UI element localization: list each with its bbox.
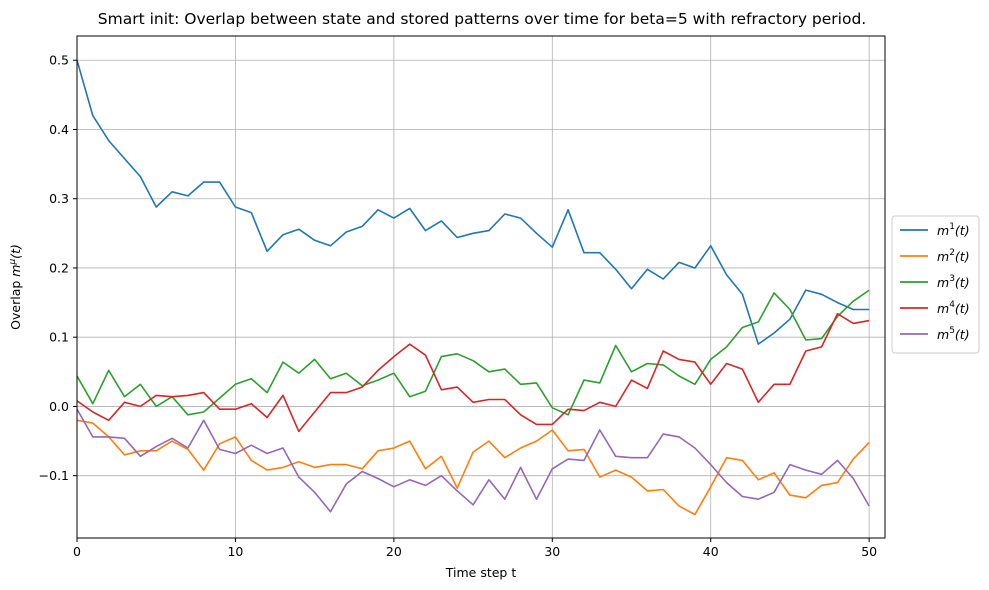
y-tick-label: 0.5 bbox=[49, 53, 69, 68]
y-tick-label: 0.1 bbox=[49, 330, 69, 345]
legend-entry-m2: m2(t) bbox=[937, 248, 970, 264]
legend-entry-m1: m1(t) bbox=[937, 222, 970, 238]
y-tick-label: 0.2 bbox=[49, 260, 69, 275]
series-line-m5 bbox=[76, 408, 870, 513]
grid bbox=[76, 36, 885, 538]
chart-title: Smart init: Overlap between state and st… bbox=[98, 10, 866, 28]
legend-entry-m5: m5(t) bbox=[937, 326, 970, 342]
legend-box bbox=[891, 215, 980, 354]
series-line-m1 bbox=[76, 59, 870, 345]
y-axis-label: Overlap mμ(t) bbox=[8, 244, 23, 330]
y-tick-label: −0.1 bbox=[39, 468, 69, 483]
legend-entry-m3: m3(t) bbox=[937, 274, 970, 290]
x-axis-label: Time step t bbox=[445, 565, 517, 580]
legend: m1(t) m2(t) m3(t) m4(t) m5(t) bbox=[891, 215, 980, 354]
axis-ticks: 0 10 20 30 40 50 −0.1 0.0 0.1 0.2 0.3 0.4 0.5 bbox=[39, 53, 878, 559]
x-tick-label: 20 bbox=[386, 544, 402, 559]
x-tick-label: 10 bbox=[227, 544, 243, 559]
y-tick-label: 0.4 bbox=[49, 122, 69, 137]
y-tick-label: 0.3 bbox=[49, 191, 69, 206]
plot-area bbox=[76, 59, 870, 516]
series-line-m2 bbox=[76, 419, 870, 516]
x-tick-label: 50 bbox=[861, 544, 877, 559]
y-tick-label: 0.0 bbox=[49, 399, 69, 414]
series-line-m4 bbox=[76, 312, 870, 433]
x-tick-label: 0 bbox=[73, 544, 81, 559]
legend-entry-m4: m4(t) bbox=[937, 300, 970, 316]
series-line-m3 bbox=[76, 289, 870, 416]
x-tick-label: 40 bbox=[703, 544, 719, 559]
axes-frame bbox=[76, 35, 886, 539]
x-tick-label: 30 bbox=[544, 544, 560, 559]
